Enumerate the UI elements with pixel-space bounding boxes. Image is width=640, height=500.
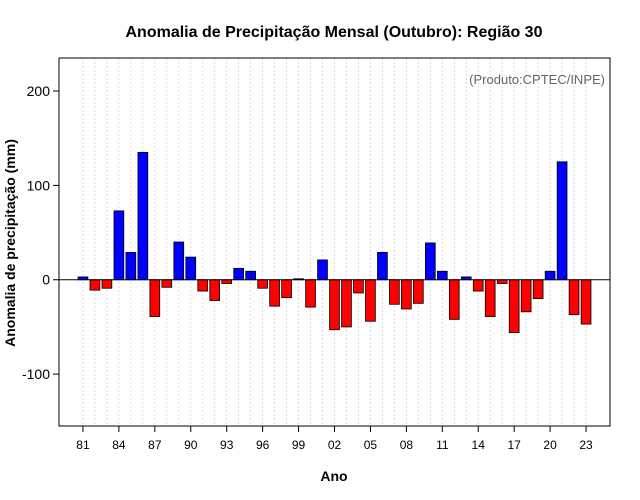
bar-1992 (209, 279, 221, 301)
bar-2010 (425, 242, 436, 281)
y-axis-title: Anomalia de precipitação (mm) (2, 139, 18, 347)
y-axis: -100 0 100 200 (22, 83, 59, 382)
x-tick-label: 84 (112, 438, 126, 452)
bar-2001 (317, 259, 328, 281)
bar-2019 (532, 279, 544, 300)
bar-2006 (377, 251, 388, 281)
x-tick-label: 08 (400, 438, 414, 452)
x-tick-label: 90 (184, 438, 198, 452)
bar-1988 (161, 279, 173, 288)
x-tick-label: 96 (256, 438, 270, 452)
bar-1989 (173, 241, 185, 281)
bar-2007 (389, 279, 400, 305)
bar-1994 (233, 268, 244, 281)
bar-1996 (257, 279, 268, 289)
bar-2014 (472, 279, 484, 292)
bar-2009 (413, 279, 424, 304)
bar-2016 (496, 279, 508, 284)
bar-1984 (113, 210, 125, 281)
x-tick-label: 20 (543, 438, 557, 452)
bar-1985 (125, 251, 137, 281)
bar-1995 (245, 270, 256, 281)
bar-2022 (568, 279, 580, 316)
x-tick-label: 81 (76, 438, 90, 452)
x-tick-label: 11 (436, 438, 449, 452)
bar-1982 (89, 279, 101, 291)
credit-label: (Produto:CPTEC/INPE) (469, 72, 605, 87)
bar-1983 (101, 279, 113, 289)
x-tick-label: 17 (507, 438, 521, 452)
chart-title: Anomalia de Precipitação Mensal (Outubro… (126, 24, 543, 41)
bar-1993 (221, 279, 233, 284)
x-tick-label: 23 (579, 438, 593, 452)
bar-2023 (580, 279, 592, 325)
x-tick-label: 99 (292, 438, 306, 452)
bar-1986 (137, 151, 149, 281)
bar-2002 (329, 279, 340, 331)
bar-2008 (401, 279, 412, 310)
y-tick-label: 100 (27, 177, 51, 193)
bar-2000 (305, 279, 316, 308)
x-tick-label: 05 (364, 438, 378, 452)
bar-1998 (281, 279, 292, 299)
bar-1990 (185, 256, 197, 281)
x-axis-title: Ano (320, 468, 347, 484)
y-tick-label: 200 (27, 83, 51, 99)
x-tick-label: 02 (328, 438, 342, 452)
x-tick-label: 93 (220, 438, 234, 452)
bar-2005 (365, 279, 376, 322)
x-tick-label: 14 (472, 438, 486, 452)
x-axis: 81 84 87 90 93 96 99 02 05 08 11 14 17 20 23 (76, 426, 593, 452)
bar-2021 (556, 161, 568, 281)
bar-1987 (149, 279, 161, 317)
x-tick-label: 87 (148, 438, 162, 452)
bar-2020 (544, 270, 556, 281)
bars (77, 151, 592, 333)
bar-2003 (341, 279, 352, 328)
bar-2015 (484, 279, 496, 317)
y-tick-label: -100 (22, 366, 50, 382)
bar-1991 (197, 279, 209, 292)
y-tick-label: 0 (42, 272, 50, 288)
bar-2012 (448, 279, 460, 320)
bar-2011 (436, 270, 448, 281)
bar-2017 (508, 279, 520, 333)
bar-2004 (353, 279, 364, 294)
bar-1997 (269, 279, 280, 307)
bar-2018 (520, 279, 532, 313)
grid-lines (82, 58, 587, 426)
